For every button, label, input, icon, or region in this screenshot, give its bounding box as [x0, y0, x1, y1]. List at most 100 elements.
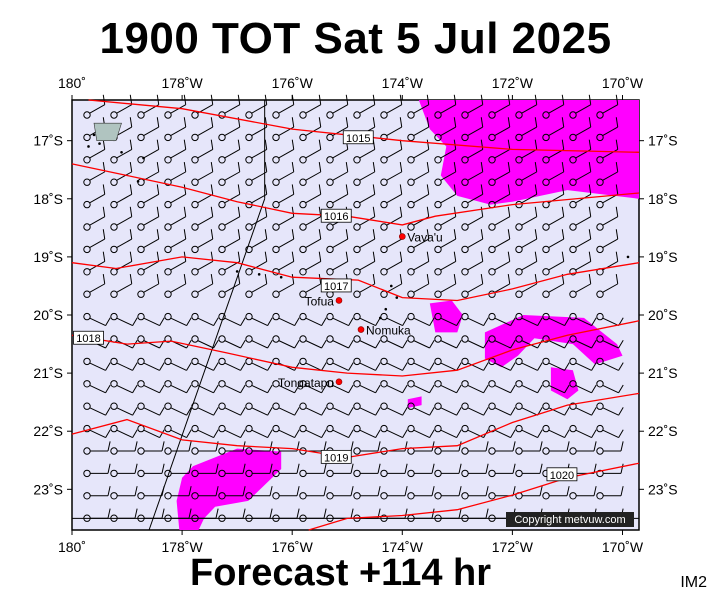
wind-barb — [515, 161, 538, 186]
barb-feather — [215, 486, 219, 496]
barb-station — [245, 156, 253, 164]
barb-feather — [213, 317, 219, 326]
wind-barb — [164, 508, 192, 522]
wind-barb — [164, 273, 187, 298]
wind-barb — [272, 229, 295, 254]
wind-barb — [110, 508, 138, 522]
barb-feather — [615, 139, 619, 150]
wind-barb — [245, 441, 273, 455]
wind-barb — [191, 251, 214, 276]
wind-barb — [488, 206, 511, 231]
barb-station — [488, 133, 496, 142]
barb-shaft — [575, 238, 591, 249]
wind-barb — [353, 402, 381, 416]
barb-shaft — [467, 193, 483, 204]
barb-station — [83, 200, 91, 209]
barb-shaft — [116, 261, 132, 271]
wind-barb — [542, 335, 570, 349]
barb-shaft — [170, 384, 187, 394]
barb-feather — [372, 94, 376, 105]
wind-barb — [110, 424, 138, 439]
barb-station — [272, 402, 280, 410]
barb-feather — [318, 229, 322, 240]
place-marker — [398, 233, 406, 240]
wind-barb — [407, 229, 430, 254]
wind-barb — [110, 486, 138, 500]
barb-feather — [321, 339, 327, 349]
wind-barb — [191, 139, 214, 164]
barb-station — [569, 290, 577, 298]
barb-feather — [404, 463, 408, 474]
barb-shaft — [602, 362, 619, 371]
barb-feather — [240, 407, 246, 416]
barb-shaft — [521, 238, 537, 249]
wind-barb — [569, 402, 597, 416]
barb-shaft — [413, 317, 430, 327]
barb-feather — [431, 486, 435, 496]
barb-shaft — [170, 216, 186, 226]
barb-shaft — [386, 317, 403, 327]
barb-feather — [399, 117, 403, 128]
barb-station — [434, 312, 442, 321]
wind-barb — [191, 441, 219, 455]
barb-feather — [156, 94, 160, 105]
barb-station — [380, 424, 388, 433]
barb-station — [272, 200, 280, 209]
barb-station — [353, 380, 361, 388]
barb-feather — [453, 161, 457, 172]
wind-barb — [434, 251, 457, 276]
barb-shaft — [413, 362, 430, 371]
barb-station — [596, 424, 604, 433]
barb-station — [164, 223, 172, 231]
barb-station — [542, 178, 550, 186]
barb-shaft — [440, 429, 457, 439]
lat-label-right: 22˚S — [648, 423, 678, 439]
barb-feather — [132, 384, 138, 394]
barb-station — [407, 312, 415, 321]
barb-feather — [537, 362, 543, 371]
wind-barb — [596, 424, 624, 439]
barb-station — [353, 178, 361, 186]
barb-station — [83, 402, 91, 410]
wind-barb — [434, 380, 462, 394]
barb-feather — [453, 251, 457, 262]
barb-station — [569, 133, 577, 142]
barb-shaft — [170, 149, 186, 159]
barb-feather — [210, 117, 214, 128]
barb-station — [596, 380, 604, 388]
barb-station — [569, 223, 577, 231]
wind-barb — [488, 441, 516, 455]
island-dot — [384, 307, 388, 311]
barb-shaft — [386, 283, 402, 293]
barb-shaft — [332, 362, 349, 371]
barb-shaft — [305, 238, 321, 249]
barb-station — [191, 111, 199, 119]
wind-barb — [434, 424, 462, 439]
barb-station — [569, 245, 577, 254]
barb-feather — [588, 139, 592, 150]
barb-feather — [213, 362, 219, 371]
barb-feather — [183, 117, 187, 128]
wind-barb — [407, 486, 435, 500]
barb-station — [353, 357, 361, 366]
barb-station — [299, 245, 307, 254]
barb-shaft — [278, 340, 295, 349]
wind-barb — [272, 424, 300, 439]
barb-feather — [242, 508, 246, 519]
barb-feather — [534, 117, 538, 128]
wind-barb — [542, 117, 565, 142]
wind-barb — [245, 251, 268, 276]
barb-station — [272, 380, 280, 388]
lon-label-top: 176˚W — [272, 75, 314, 91]
barb-shaft — [278, 104, 294, 114]
wind-barb — [164, 424, 192, 439]
barb-feather — [372, 117, 376, 128]
barb-shaft — [386, 429, 403, 439]
barb-feather — [215, 441, 219, 452]
wind-barb — [191, 402, 219, 416]
barb-shaft — [89, 193, 105, 204]
barb-shaft — [467, 407, 484, 416]
wind-barb — [407, 441, 435, 455]
barb-feather — [183, 273, 187, 284]
wind-barb — [542, 161, 565, 186]
